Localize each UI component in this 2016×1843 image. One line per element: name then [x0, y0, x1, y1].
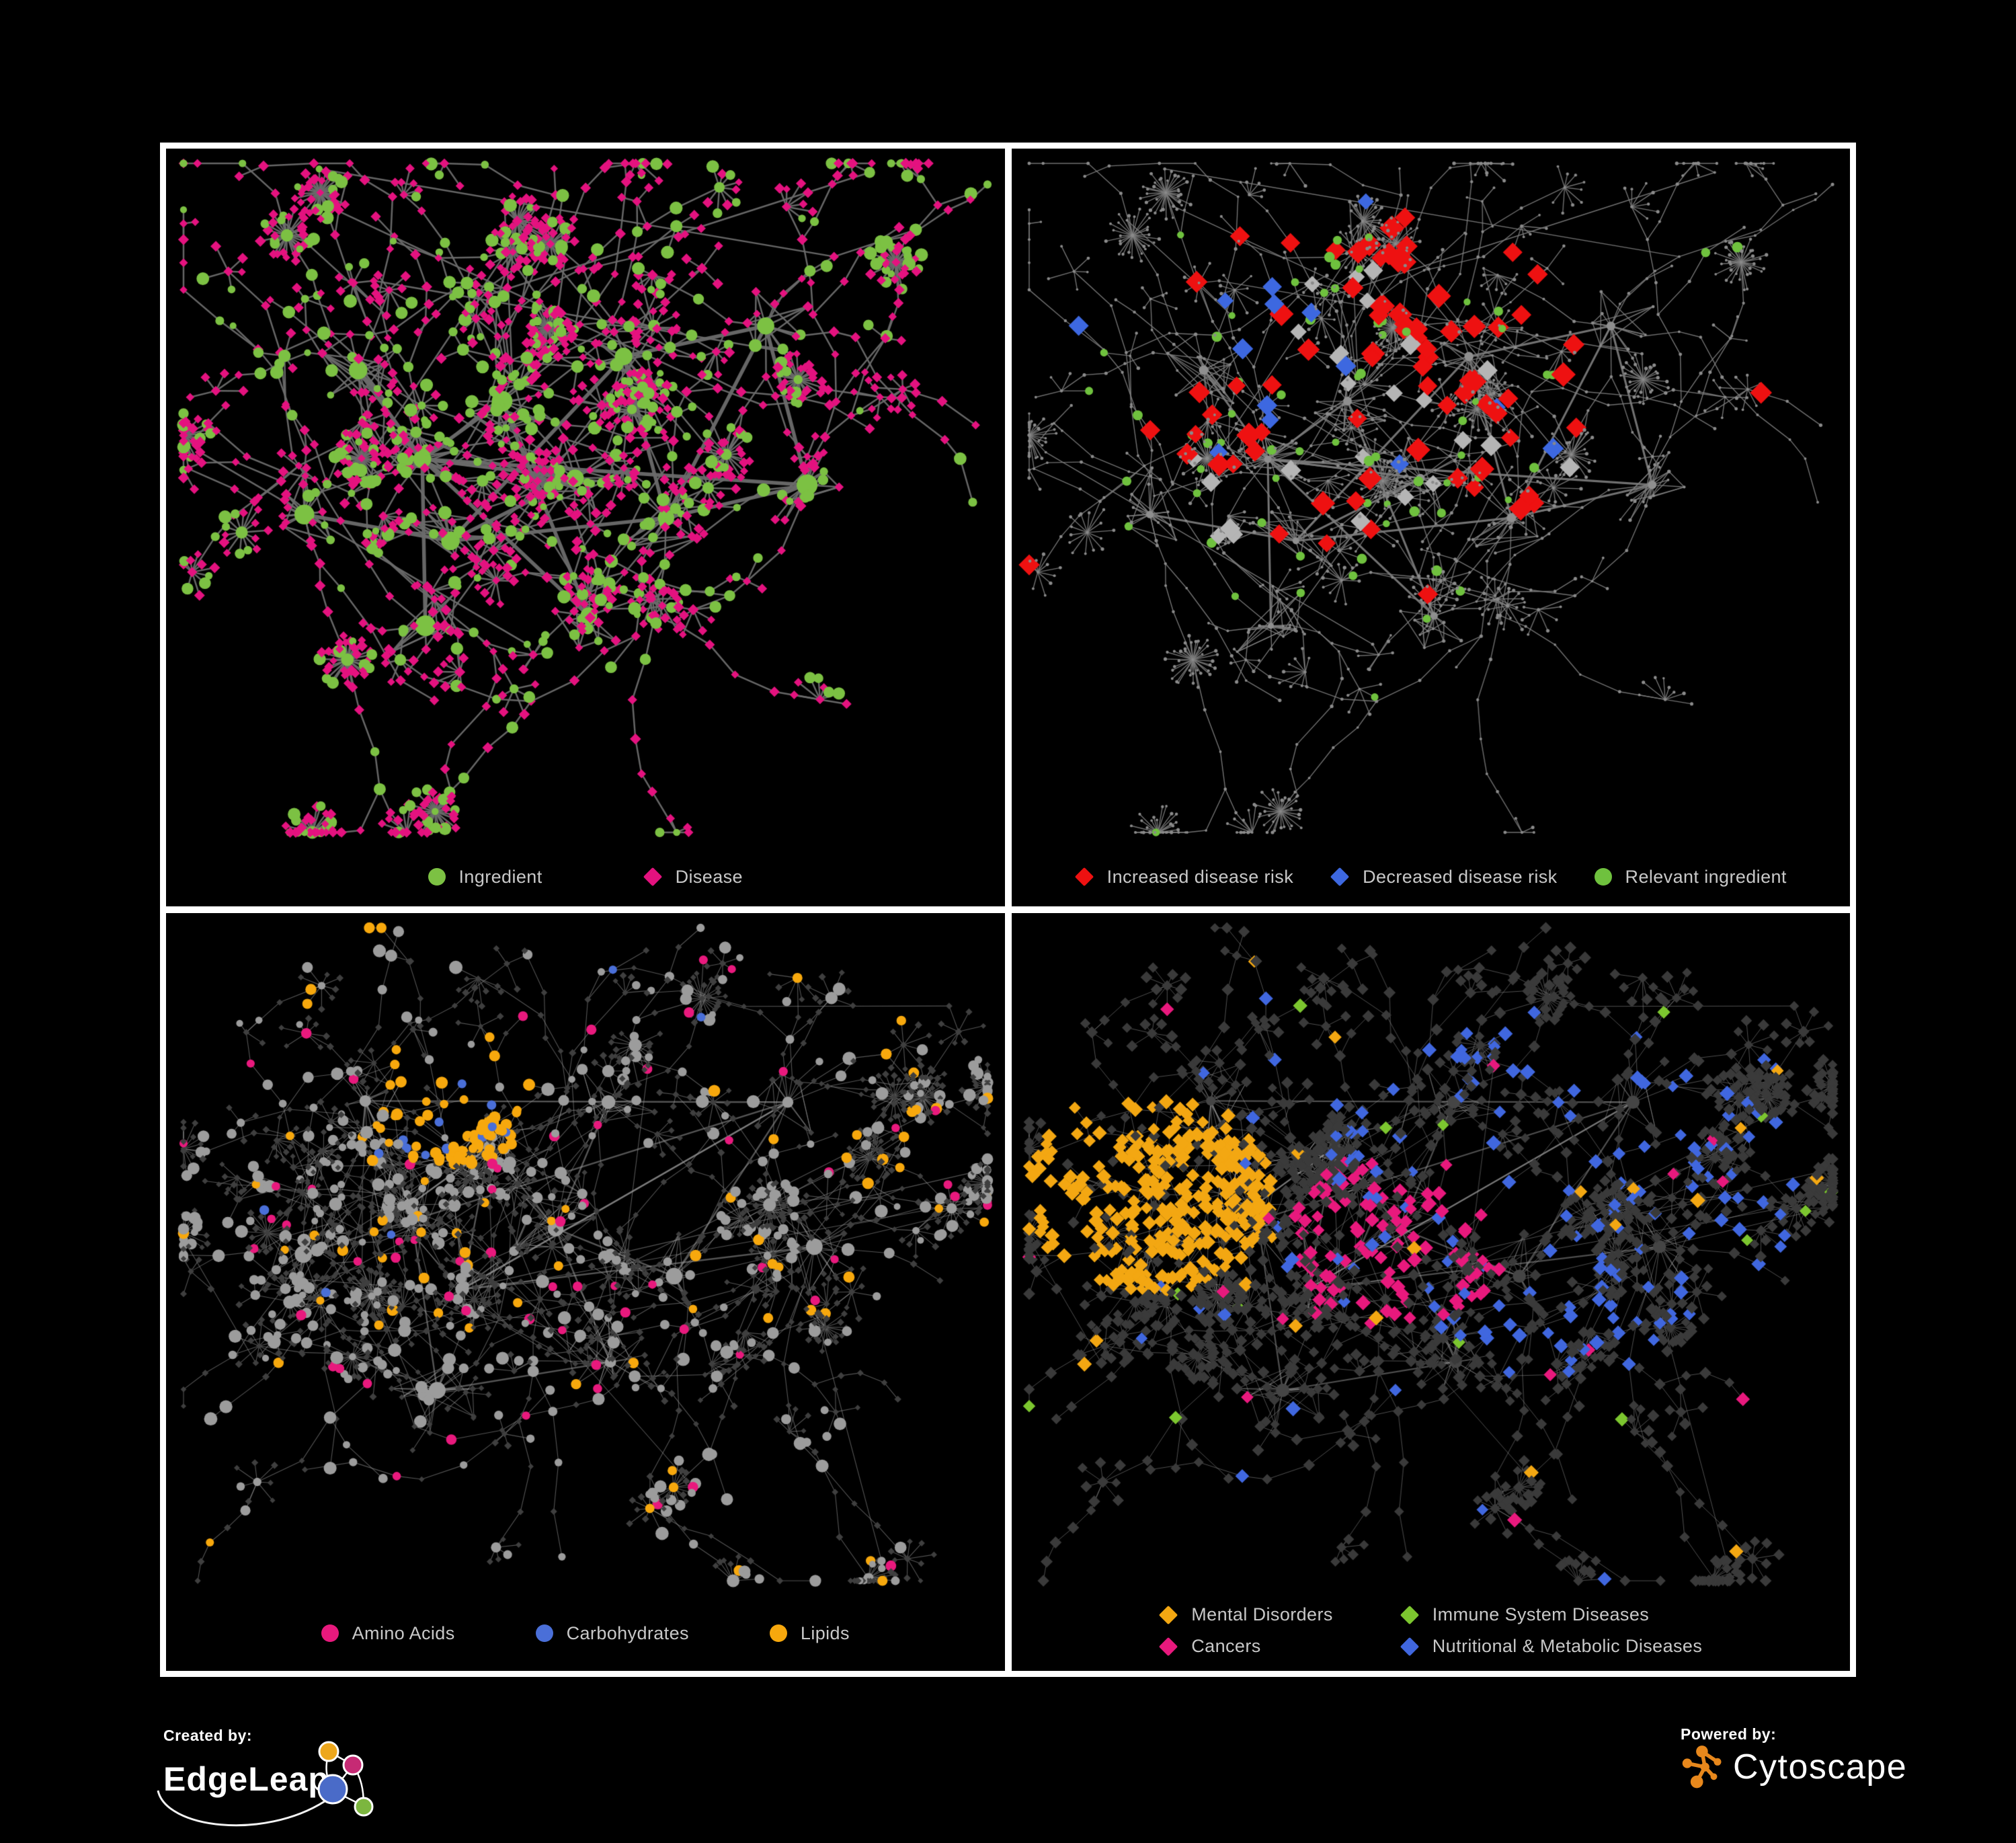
- legend-item-amino-acids: Amino Acids: [321, 1623, 455, 1644]
- disease-categories-legend: Mental Disorders Immune System Diseases …: [1012, 1593, 1851, 1671]
- immune-system-diseases-swatch-icon: [1400, 1605, 1419, 1624]
- nutritional-metabolic-diseases-swatch-icon: [1400, 1637, 1419, 1656]
- lipids-swatch-icon: [769, 1624, 787, 1642]
- mental-disorders-swatch-icon: [1159, 1605, 1178, 1624]
- legend-label: Increased disease risk: [1106, 866, 1294, 887]
- cytoscape-logo-icon: [1682, 1746, 1722, 1789]
- legend-label: Lipids: [800, 1622, 850, 1643]
- legend-item-increased-risk: Increased disease risk: [1074, 866, 1294, 888]
- created-by-label: Created by:: [163, 1727, 253, 1744]
- legend-label: Cancers: [1191, 1636, 1261, 1656]
- legend-item-relevant-ingredient: Relevant ingredient: [1594, 866, 1787, 888]
- edgeleap-credit: Created by: EdgeLeap: [157, 1727, 446, 1828]
- edgeleap-logo: EdgeLeap: [157, 1741, 446, 1828]
- nutrient-classes-legend: Amino Acids Carbohydrates Lipids: [166, 1596, 1005, 1671]
- panel-disease-categories-network: Mental Disorders Immune System Diseases …: [1011, 913, 1851, 1671]
- legend-label: Nutritional & Metabolic Diseases: [1432, 1636, 1703, 1656]
- cancers-swatch-icon: [1159, 1637, 1178, 1656]
- legend-item-immune-system-diseases: Immune System Diseases: [1400, 1604, 1649, 1625]
- disease-risk-network-canvas: [1011, 149, 1850, 847]
- legend-label: Mental Disorders: [1191, 1604, 1333, 1624]
- legend-item-nutritional-metabolic-diseases: Nutritional & Metabolic Diseases: [1400, 1636, 1702, 1657]
- legend-label: Ingredient: [458, 866, 542, 887]
- legend-label: Amino Acids: [352, 1622, 455, 1643]
- nutrient-classes-network-view: [166, 913, 1005, 1596]
- panel-ingredient-disease-network: Ingredient Disease: [166, 149, 1005, 906]
- ingredient-disease-legend: Ingredient Disease: [166, 847, 1005, 906]
- legend-item-decreased-risk: Decreased disease risk: [1330, 867, 1557, 888]
- cytoscape-credit: Powered by: Cytoscape: [1681, 1725, 1907, 1789]
- disease-risk-legend: Increased disease risk Decreased disease…: [1012, 847, 1851, 906]
- ingredient-swatch-icon: [428, 868, 446, 886]
- legend-label: Relevant ingredient: [1625, 866, 1787, 887]
- panel-nutrient-classes-network: Amino Acids Carbohydrates Lipids: [166, 913, 1005, 1671]
- legend-item-mental-disorders: Mental Disorders: [1159, 1604, 1332, 1625]
- ingredient-disease-network-canvas: [166, 149, 1005, 847]
- relevant-ingredient-swatch-icon: [1594, 868, 1612, 886]
- legend-item-carbohydrates: Carbohydrates: [535, 1622, 689, 1644]
- legend-item-cancers: Cancers: [1159, 1636, 1260, 1657]
- disease-categories-network-canvas: [1011, 913, 1850, 1593]
- figure-frame: Ingredient Disease Increased disease ris…: [160, 143, 1856, 1677]
- disease-swatch-icon: [643, 867, 662, 887]
- disease-risk-network-view: [1011, 149, 1850, 847]
- amino-acids-swatch-icon: [321, 1624, 339, 1642]
- increased-risk-swatch-icon: [1074, 867, 1094, 887]
- powered-by-label: Powered by:: [1681, 1725, 1777, 1743]
- nutrient-classes-network-canvas: [166, 913, 1005, 1596]
- carbohydrates-swatch-icon: [535, 1624, 553, 1642]
- legend-label: Immune System Diseases: [1432, 1604, 1650, 1624]
- decreased-risk-swatch-icon: [1330, 867, 1350, 887]
- cytoscape-wordmark: Cytoscape: [1733, 1748, 1908, 1787]
- legend-item-disease: Disease: [643, 867, 743, 888]
- ingredient-disease-network-view: [166, 149, 1005, 847]
- legend-label: Decreased disease risk: [1363, 866, 1558, 887]
- cytoscape-logo: Cytoscape: [1681, 1745, 1907, 1789]
- disease-categories-network-view: [1011, 913, 1850, 1593]
- panel-disease-risk-network: Increased disease risk Decreased disease…: [1011, 149, 1851, 906]
- edgeleap-wordmark: EdgeLeap: [163, 1760, 329, 1798]
- legend-item-ingredient: Ingredient: [428, 867, 542, 888]
- legend-item-lipids: Lipids: [769, 1622, 850, 1644]
- edgeleap-logo-icon: [317, 1741, 374, 1817]
- legend-label: Carbohydrates: [566, 1622, 689, 1643]
- legend-label: Disease: [675, 866, 743, 887]
